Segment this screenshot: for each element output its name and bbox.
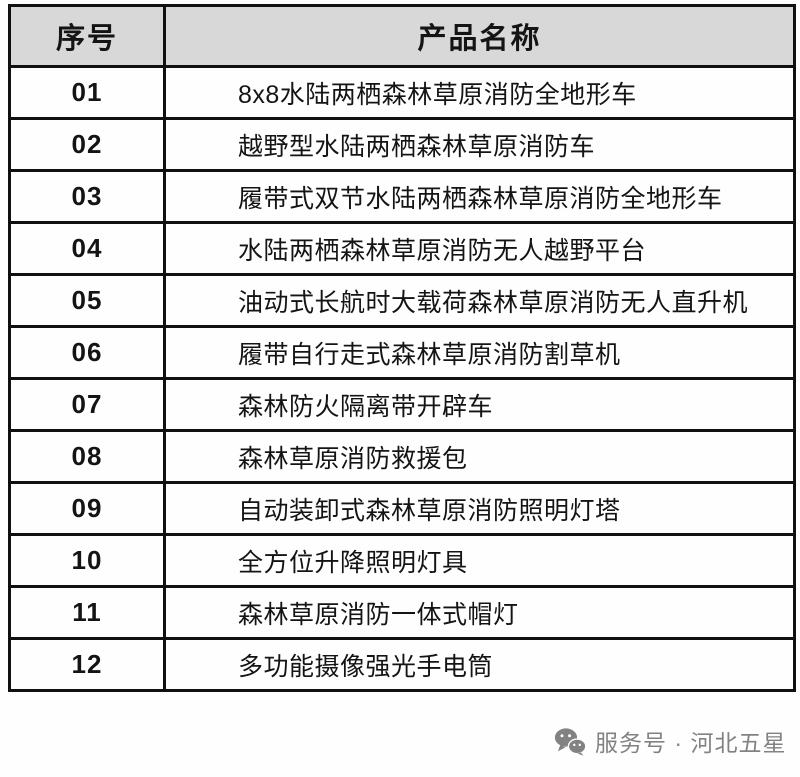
- product-name: 自动装卸式森林草原消防照明灯塔: [163, 481, 796, 536]
- row-index: 07: [8, 377, 166, 432]
- product-name: 森林草原消防救援包: [163, 429, 796, 484]
- product-name: 越野型水陆两栖森林草原消防车: [163, 117, 796, 172]
- table-row: 02 越野型水陆两栖森林草原消防车: [8, 117, 796, 172]
- row-index: 03: [8, 169, 166, 224]
- table-row: 09 自动装卸式森林草原消防照明灯塔: [8, 481, 796, 536]
- row-index: 01: [8, 65, 166, 120]
- table-row: 11 森林草原消防一体式帽灯: [8, 585, 796, 640]
- row-index: 12: [8, 637, 166, 692]
- row-index: 02: [8, 117, 166, 172]
- product-name: 履带式双节水陆两栖森林草原消防全地形车: [163, 169, 796, 224]
- header-row: 序号 产品名称: [8, 4, 796, 68]
- product-name: 油动式长航时大载荷森林草原消防无人直升机: [163, 273, 796, 328]
- table-row: 01 8x8水陆两栖森林草原消防全地形车: [8, 65, 796, 120]
- row-index: 11: [8, 585, 166, 640]
- col-header-name: 产品名称: [163, 4, 796, 68]
- row-index: 10: [8, 533, 166, 588]
- product-name: 森林防火隔离带开辟车: [163, 377, 796, 432]
- product-name: 8x8水陆两栖森林草原消防全地形车: [163, 65, 796, 120]
- row-index: 05: [8, 273, 166, 328]
- table-row: 05 油动式长航时大载荷森林草原消防无人直升机: [8, 273, 796, 328]
- table-row: 08 森林草原消防救援包: [8, 429, 796, 484]
- row-index: 08: [8, 429, 166, 484]
- wechat-watermark: 服务号 · 河北五星: [554, 724, 786, 758]
- row-index: 04: [8, 221, 166, 276]
- table-row: 06 履带自行走式森林草原消防割草机: [8, 325, 796, 380]
- table-row: 03 履带式双节水陆两栖森林草原消防全地形车: [8, 169, 796, 224]
- product-name: 森林草原消防一体式帽灯: [163, 585, 796, 640]
- product-table: 序号 产品名称 01 8x8水陆两栖森林草原消防全地形车 02 越野型水陆两栖森…: [8, 4, 796, 692]
- wechat-icon: [554, 727, 587, 756]
- row-index: 09: [8, 481, 166, 536]
- table-row: 04 水陆两栖森林草原消防无人越野平台: [8, 221, 796, 276]
- col-header-index: 序号: [8, 4, 166, 68]
- footer-account-text: 服务号 · 河北五星: [595, 730, 787, 756]
- product-name: 全方位升降照明灯具: [163, 533, 796, 588]
- table-row: 12 多功能摄像强光手电筒: [8, 637, 796, 692]
- product-name: 履带自行走式森林草原消防割草机: [163, 325, 796, 380]
- product-name: 水陆两栖森林草原消防无人越野平台: [163, 221, 796, 276]
- product-name: 多功能摄像强光手电筒: [163, 637, 796, 692]
- table-row: 10 全方位升降照明灯具: [8, 533, 796, 588]
- table-row: 07 森林防火隔离带开辟车: [8, 377, 796, 432]
- row-index: 06: [8, 325, 166, 380]
